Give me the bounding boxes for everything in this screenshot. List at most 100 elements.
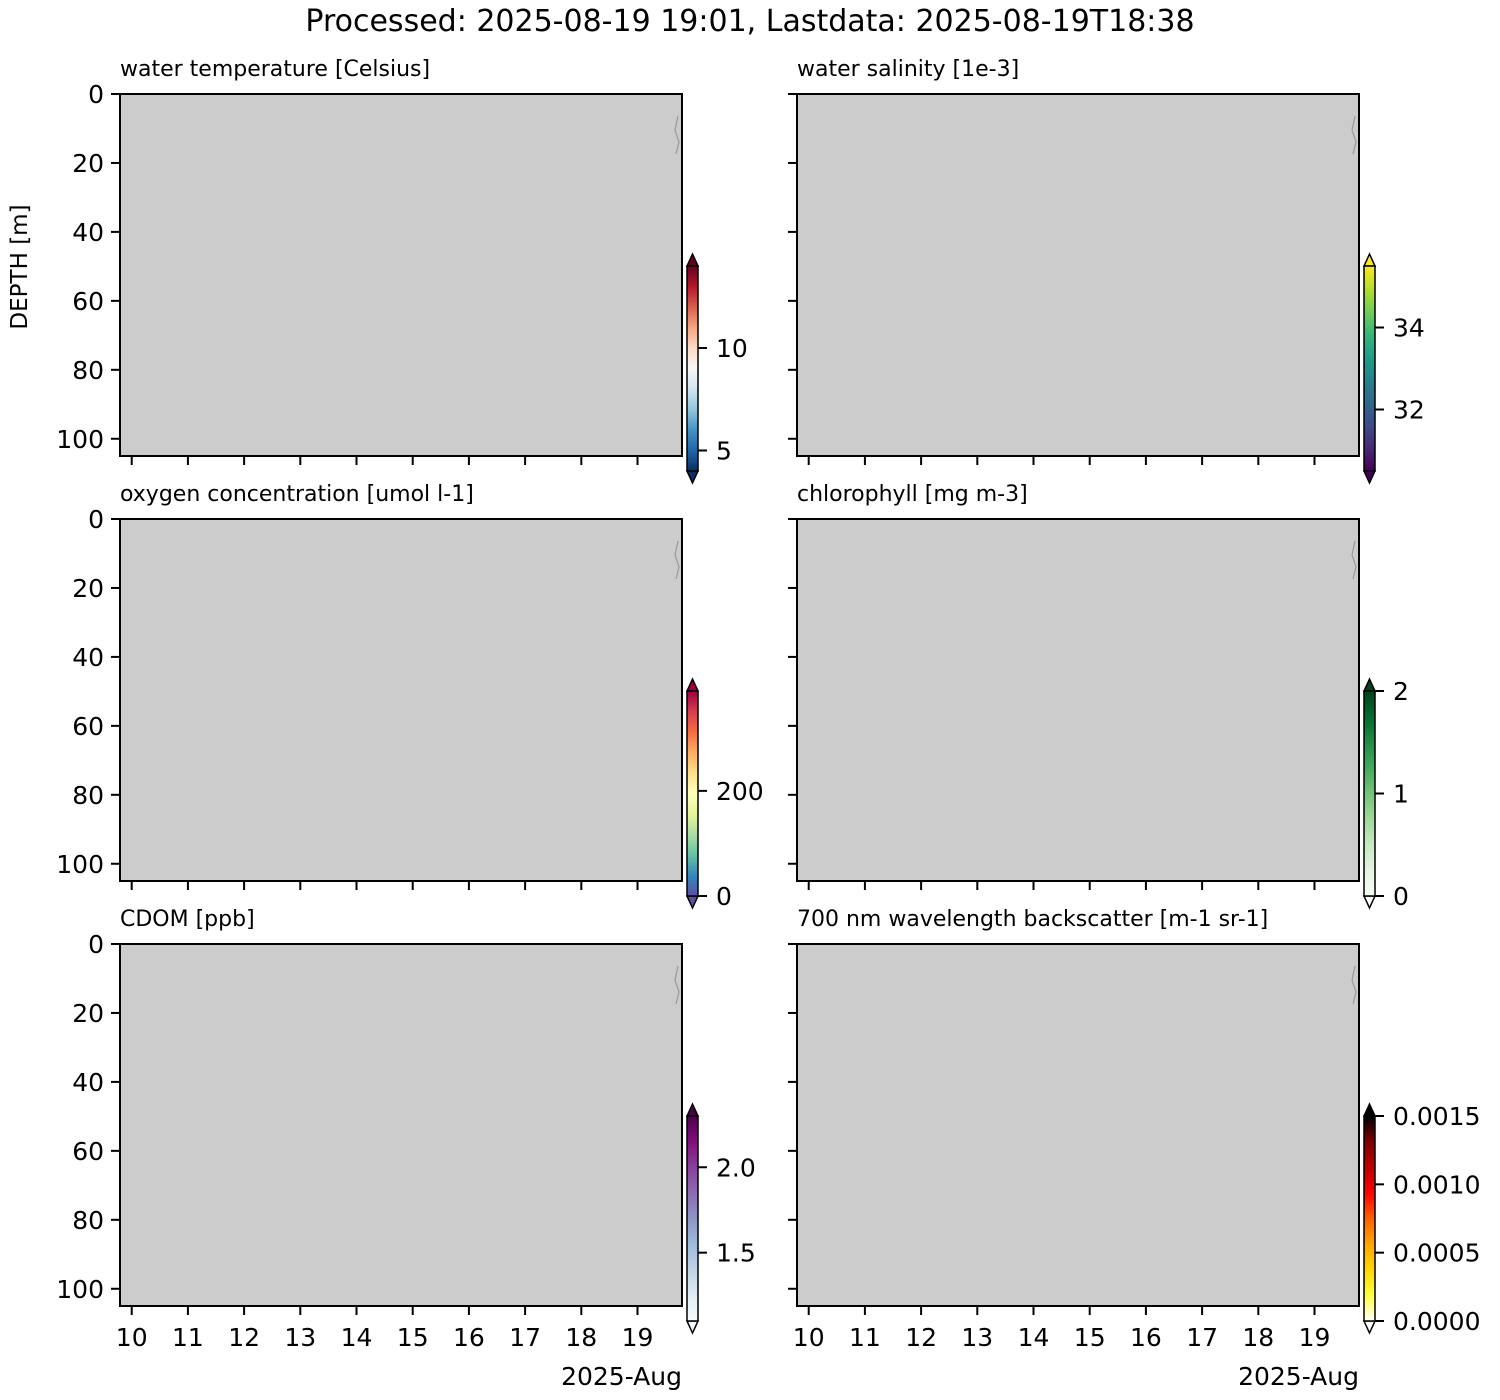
y-tick-label: 60 — [72, 712, 104, 741]
plot-area — [120, 94, 682, 456]
x-tick-label: 15 — [1074, 1323, 1106, 1352]
plot-area — [797, 944, 1359, 1306]
y-tick-label: 20 — [72, 999, 104, 1028]
plot-frame — [119, 93, 683, 457]
colorbar-tick-label: 2 — [1393, 677, 1409, 706]
plot-frame — [119, 943, 683, 1307]
colorbar — [1363, 690, 1376, 897]
x-axis-date-label: 2025-Aug — [561, 1362, 682, 1391]
y-tick-label: 60 — [72, 1137, 104, 1166]
subplot-title: water temperature [Celsius] — [120, 57, 430, 82]
y-tick-label: 20 — [72, 574, 104, 603]
y-tick-label: 0 — [88, 505, 104, 534]
colorbar-extend-min — [685, 470, 700, 485]
subplot-2: water salinity [1e-3] 32 34 — [788, 57, 1425, 485]
subplot-title: oxygen concentration [umol l-1] — [120, 482, 474, 507]
colorbar-extend-min — [1362, 1320, 1377, 1335]
x-tick-label: 14 — [341, 1323, 373, 1352]
x-tick-label: 17 — [1186, 1323, 1218, 1352]
colorbar-tick-label: 1 — [1393, 780, 1409, 809]
colorbar-extend-max — [1362, 252, 1377, 267]
subplot-4: chlorophyll [mg m-3] 0 1 2 — [788, 482, 1409, 911]
subplot-1: water temperature [Celsius] 0 20 40 60 80 100 5… — [56, 57, 748, 485]
figure-title: Processed: 2025-08-19 19:01, Lastdata: 2… — [305, 4, 1195, 39]
colorbar-extend-min — [1362, 470, 1377, 485]
colorbar-tick-label: 200 — [716, 777, 764, 806]
y-tick-label: 80 — [72, 356, 104, 385]
colorbar-tick-label: 34 — [1393, 314, 1425, 343]
plot-area — [797, 94, 1359, 456]
y-tick-label: 100 — [56, 425, 104, 454]
colorbar-tick-label: 0.0015 — [1393, 1102, 1480, 1131]
plot-area — [120, 519, 682, 881]
y-tick-label: 80 — [72, 781, 104, 810]
x-tick-label: 11 — [849, 1323, 881, 1352]
x-tick-label: 16 — [1130, 1323, 1162, 1352]
y-tick-label: 0 — [88, 80, 104, 109]
colorbar-tick-label: 10 — [716, 334, 748, 363]
profile-trace — [1351, 540, 1357, 580]
colorbar-tick-label: 1.5 — [716, 1239, 756, 1268]
colorbar-extend-max — [685, 677, 700, 692]
profile-trace — [674, 965, 680, 1005]
x-tick-label: 19 — [1299, 1323, 1331, 1352]
colorbar-extend-max — [1362, 1102, 1377, 1117]
x-tick-label: 13 — [961, 1323, 993, 1352]
y-tick-label: 60 — [72, 287, 104, 316]
y-tick-label: 40 — [72, 643, 104, 672]
colorbar-extend-min — [685, 1320, 700, 1335]
colorbar-extend-max — [685, 252, 700, 267]
colorbar — [1363, 265, 1376, 472]
plot-frame — [796, 943, 1360, 1307]
subplot-5: CDOM [ppb] 0 20 40 60 80 100 10 11 12 13 14 15 16 17 18… — [56, 907, 755, 1391]
subplot-6: 700 nm wavelength backscatter [m-1 sr-1]… — [788, 907, 1480, 1391]
x-tick-label: 12 — [228, 1323, 260, 1352]
y-tick-label: 20 — [72, 149, 104, 178]
colorbar-tick-label: 0 — [1393, 882, 1409, 911]
colorbar — [686, 690, 699, 897]
colorbar-tick-label: 0 — [716, 882, 732, 911]
plot-area — [120, 944, 682, 1306]
colorbar-tick-label: 0.0010 — [1393, 1170, 1480, 1199]
colorbar-tick-label: 0.0000 — [1393, 1307, 1480, 1336]
colorbar-extend-min — [1362, 895, 1377, 910]
colorbar-extend-max — [1362, 677, 1377, 692]
colorbar-tick-label: 5 — [716, 437, 732, 466]
plot-frame — [119, 518, 683, 882]
profile-trace — [674, 540, 680, 580]
x-tick-label: 18 — [565, 1323, 597, 1352]
colorbar-tick-label: 32 — [1393, 396, 1425, 425]
x-axis-date-label: 2025-Aug — [1238, 1362, 1359, 1391]
x-tick-label: 15 — [397, 1323, 429, 1352]
colorbar-extend-min — [685, 895, 700, 910]
x-tick-label: 16 — [453, 1323, 485, 1352]
colorbar — [1363, 1115, 1376, 1322]
x-tick-label: 17 — [509, 1323, 541, 1352]
y-tick-label: 40 — [72, 1068, 104, 1097]
x-tick-label: 19 — [622, 1323, 654, 1352]
subplot-title: 700 nm wavelength backscatter [m-1 sr-1] — [797, 907, 1268, 932]
x-tick-label: 11 — [172, 1323, 204, 1352]
subplot-title: water salinity [1e-3] — [797, 57, 1019, 82]
x-tick-label: 10 — [116, 1323, 148, 1352]
profile-trace — [1351, 115, 1357, 155]
plot-frame — [796, 93, 1360, 457]
x-tick-label: 12 — [905, 1323, 937, 1352]
colorbar — [686, 1115, 699, 1322]
plot-frame — [796, 518, 1360, 882]
y-tick-label: 100 — [56, 850, 104, 879]
colorbar-tick-label: 0.0005 — [1393, 1239, 1480, 1268]
y-tick-label: 100 — [56, 1275, 104, 1304]
x-tick-label: 10 — [793, 1323, 825, 1352]
profile-trace — [1351, 965, 1357, 1005]
x-tick-label: 18 — [1242, 1323, 1274, 1352]
colorbar — [686, 265, 699, 472]
subplot-3: oxygen concentration [umol l-1] 0 20 40 60 80… — [56, 482, 763, 911]
y-tick-label: 40 — [72, 218, 104, 247]
subplot-title: CDOM [ppb] — [120, 907, 255, 932]
x-tick-label: 14 — [1018, 1323, 1050, 1352]
y-tick-label: 0 — [88, 930, 104, 959]
x-tick-label: 13 — [284, 1323, 316, 1352]
y-tick-label: 80 — [72, 1206, 104, 1235]
